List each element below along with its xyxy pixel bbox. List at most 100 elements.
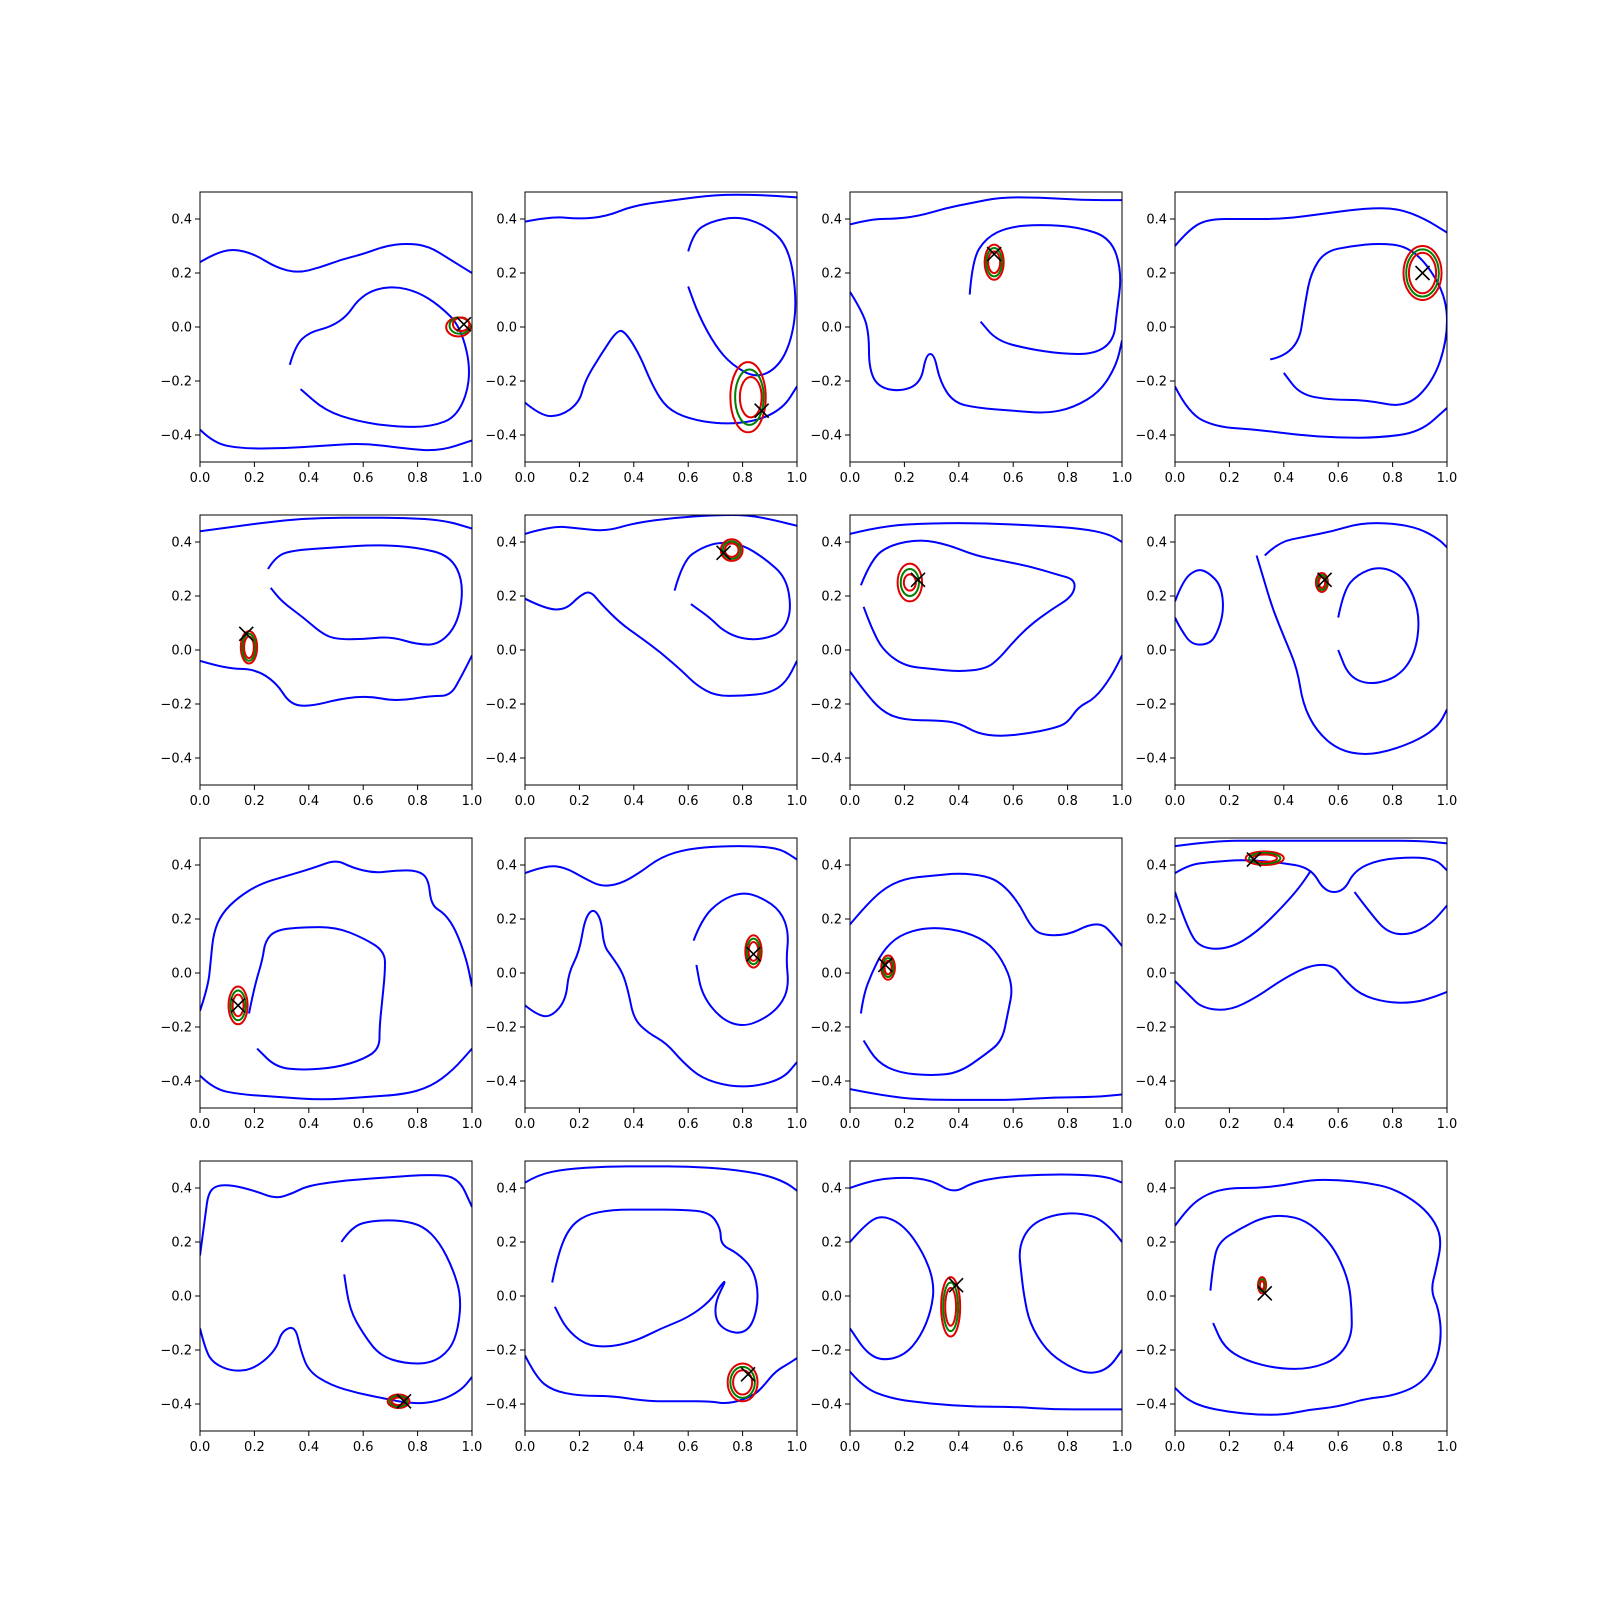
x-tick-label: 0.6 [1003,1440,1024,1455]
x-tick-label: 0.6 [1003,1117,1024,1132]
boundary-contour-2 [850,1088,1122,1101]
x-tick-label: 0.8 [407,471,428,486]
estimate-contour-outer [744,934,763,969]
plot-area [1175,839,1447,1011]
x-tick-label: 0.6 [678,1117,699,1132]
y-tick-label: −0.2 [1135,698,1167,713]
boundary-contour-1 [850,522,1122,543]
subplot-13: 0.0 0.2 0.4 0.6 0.8 1.0 −0.4 −0.2 0.0 0.2 0.4 [160,1160,482,1455]
x-tick-label: 0.0 [190,1440,211,1455]
x-tick-label: 0.6 [1003,794,1024,809]
x-tick-label: 0.4 [948,1117,969,1132]
y-tick-label: 0.2 [1146,590,1167,605]
y-tick-label: −0.2 [1135,375,1167,390]
boundary-contour-1 [1175,1178,1442,1416]
x-tick-label: 0.2 [1219,794,1240,809]
plot-area [200,1174,472,1410]
y-tick-label: −0.2 [485,1344,517,1359]
y-tick-label: 0.2 [821,1236,842,1251]
y-tick-label: 0.2 [171,590,192,605]
boundary-contour-2 [525,909,797,1088]
x-tick-label: 0.8 [732,1440,753,1455]
x-tick-label: 1.0 [787,1117,808,1132]
x-tick-label: 1.0 [462,471,483,486]
y-tick-label: −0.2 [1135,1344,1167,1359]
y-tick-label: 0.0 [496,321,517,336]
x-tick-label: 0.0 [515,1117,536,1132]
subplot-6: 0.0 0.2 0.4 0.6 0.8 1.0 −0.4 −0.2 0.0 0.2 0.4 [485,514,807,809]
plot-area [525,193,797,434]
x-tick-label: 0.6 [353,1440,374,1455]
y-tick-label: −0.4 [160,1075,192,1090]
x-tick-label: 0.4 [1273,1117,1294,1132]
boundary-contour-2 [200,1326,472,1405]
x-tick-label: 0.4 [623,1117,644,1132]
boundary-contour-1 [525,845,797,887]
plot-area [525,1165,797,1405]
estimate-contour-outer [880,954,896,981]
boundary-contour-1 [200,516,472,533]
estimate-contour-middle [942,1281,960,1333]
y-tick-label: −0.4 [810,1075,842,1090]
x-tick-label: 0.4 [298,1440,319,1455]
y-tick-label: −0.4 [1135,429,1167,444]
x-tick-label: 0.2 [244,794,265,809]
y-tick-label: 0.0 [171,644,192,659]
subplot-16: 0.0 0.2 0.4 0.6 0.8 1.0 −0.4 −0.2 0.0 0.2 0.4 [1135,1160,1457,1455]
y-tick-label: −0.2 [810,375,842,390]
boundary-contour-1 [1175,839,1447,848]
plot-area [850,872,1122,1101]
axes-frame [524,514,798,786]
x-tick-label: 1.0 [1112,1440,1133,1455]
y-tick-label: 0.2 [821,590,842,605]
x-tick-label: 0.2 [569,1117,590,1132]
x-tick-label: 0.2 [1219,471,1240,486]
x-tick-label: 1.0 [787,471,808,486]
x-tick-label: 1.0 [787,1440,808,1455]
y-tick-label: −0.4 [810,1398,842,1413]
x-tick-label: 0.6 [678,1440,699,1455]
y-tick-label: 0.0 [821,1290,842,1305]
y-tick-label: −0.2 [485,375,517,390]
boundary-contour-3 [1175,869,1312,950]
boundary-contour-2 [525,329,797,425]
estimate-contour-middle [745,937,762,966]
x-tick-label: 1.0 [1112,794,1133,809]
estimate-contour-inner [883,959,893,976]
estimate-contour-inner [231,993,245,1018]
boundary-contour-4 [1353,891,1447,936]
boundary-contour-3 [687,216,797,377]
x-tick-label: 0.8 [1382,471,1403,486]
estimate-contour-inner [738,375,763,419]
x-tick-label: 0.8 [407,1117,428,1132]
boundary-contour-3 [673,541,791,641]
true-point-marker [948,1277,964,1293]
boundary-contour-2 [525,1354,797,1405]
boundary-contour-3 [968,224,1122,356]
boundary-contour-3 [850,1216,935,1361]
x-tick-label: 0.2 [244,1440,265,1455]
x-tick-label: 0.0 [840,1440,861,1455]
y-tick-label: −0.4 [485,752,517,767]
y-tick-label: 0.2 [496,913,517,928]
y-tick-label: 0.2 [496,1236,517,1251]
y-tick-label: 0.4 [1146,1182,1167,1197]
subplot-11: 0.0 0.2 0.4 0.6 0.8 1.0 −0.4 −0.2 0.0 0.2 0.4 [810,837,1132,1132]
x-tick-label: 0.4 [948,794,969,809]
estimate-contour-inner [732,1369,754,1396]
x-tick-label: 0.2 [569,471,590,486]
boundary-contour-3 [551,1208,759,1348]
plot-area [850,196,1122,414]
boundary-contour-2 [200,428,472,452]
x-tick-label: 0.0 [840,471,861,486]
axes-frame [849,1160,1123,1432]
y-tick-label: 0.4 [821,1182,842,1197]
x-tick-label: 0.6 [353,794,374,809]
plot-area [1175,207,1447,439]
y-tick-label: 0.4 [821,859,842,874]
x-tick-label: 0.2 [569,794,590,809]
boundary-contour-2 [200,1047,472,1101]
estimate-contour-inner [390,1396,407,1407]
boundary-contour-3 [267,544,463,646]
